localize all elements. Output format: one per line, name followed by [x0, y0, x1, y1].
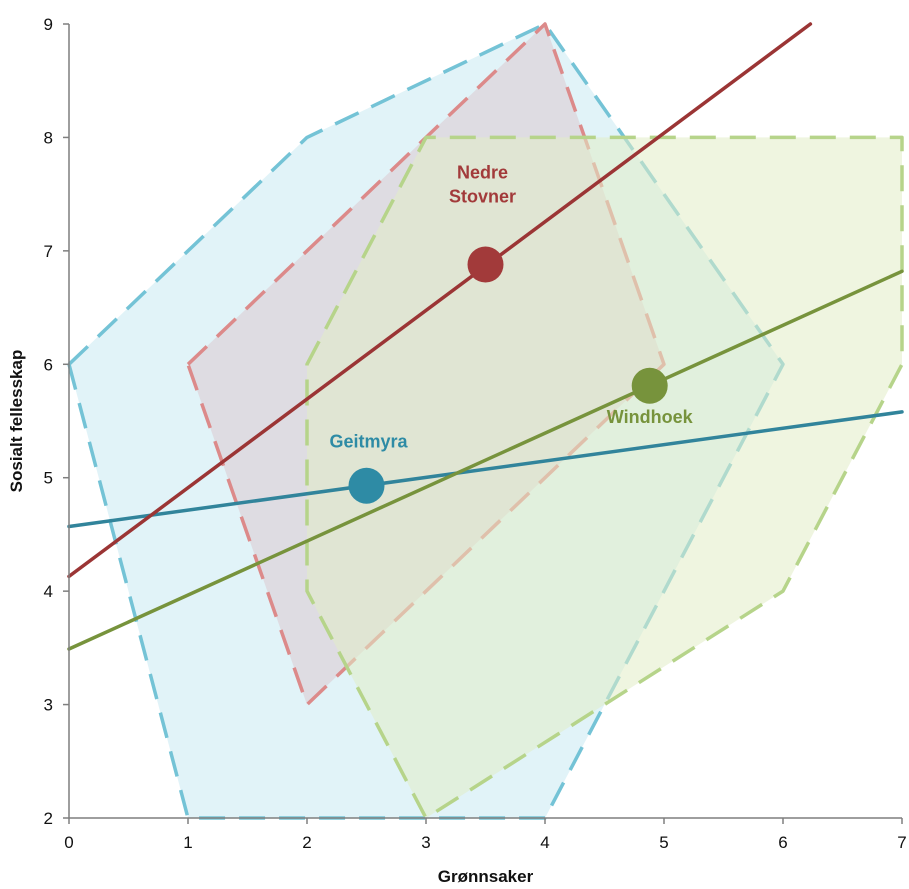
trend-line-layer [67, 22, 904, 651]
axis-layer [68, 24, 902, 819]
point-label-line: Windhoek [607, 407, 694, 427]
mean-point-layer [348, 246, 668, 504]
point-label-geitmyra: Geitmyra [329, 432, 408, 452]
point-label-line: Stovner [449, 187, 516, 207]
trend-line-nedre-stovner [67, 22, 813, 579]
y-tick-label: 8 [44, 128, 53, 147]
y-axis-title: Sosialt fellesskap [7, 350, 26, 493]
y-tick-label: 9 [44, 15, 53, 34]
x-axis-title: Grønnsaker [438, 867, 534, 886]
tick-layer: 0 1 2 3 4 5 6 7 2 3 4 5 6 7 8 9 [44, 15, 907, 852]
x-tick-label: 4 [540, 833, 549, 852]
x-tick-label: 7 [897, 833, 906, 852]
mean-point-geitmyra [348, 467, 385, 504]
mean-point-windhoek [631, 367, 668, 404]
point-label-line: Geitmyra [329, 432, 408, 452]
y-tick-label: 7 [44, 242, 53, 261]
trend-line-geitmyra [67, 410, 904, 529]
x-tick-label: 6 [778, 833, 787, 852]
point-label-line: Nedre [457, 163, 508, 183]
x-tick-label: 1 [183, 833, 192, 852]
x-tick-label: 5 [659, 833, 668, 852]
point-label-layer: Geitmyra Nedre Stovner Windhoek [329, 163, 693, 452]
y-tick-label: 6 [44, 355, 53, 374]
point-label-windhoek: Windhoek [607, 407, 694, 427]
y-tick-label: 3 [44, 696, 53, 715]
y-tick-label: 2 [44, 809, 53, 828]
y-tick-label: 4 [44, 582, 53, 601]
x-tick-label: 3 [421, 833, 430, 852]
hull-windhoek [305, 135, 904, 820]
trend-line-windhoek [67, 269, 904, 651]
mean-point-nedre-stovner [467, 246, 504, 283]
y-tick-label: 5 [44, 469, 53, 488]
hull-layer [67, 22, 904, 820]
x-tick-label: 0 [64, 833, 73, 852]
x-tick-label: 2 [302, 833, 311, 852]
point-label-nedre-stovner: Nedre Stovner [449, 163, 516, 207]
